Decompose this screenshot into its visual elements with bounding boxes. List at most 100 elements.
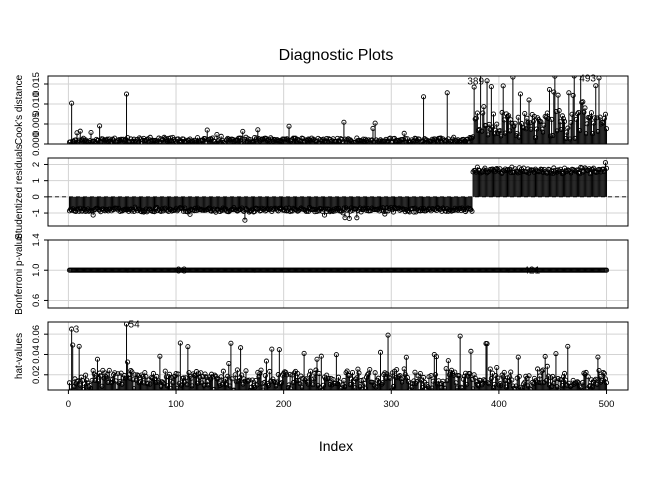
data-point xyxy=(360,377,366,383)
panel-4: 3 54 0.02 0.040.06 hat-values xyxy=(14,320,629,391)
data-point xyxy=(535,366,541,372)
data-point xyxy=(332,380,338,387)
data-point xyxy=(76,137,82,143)
data-point xyxy=(84,377,90,383)
data-point xyxy=(565,343,571,349)
data-point xyxy=(484,341,490,347)
y-tick-label: 0.04 xyxy=(31,345,42,364)
data-point xyxy=(512,120,518,126)
data-point xyxy=(154,373,160,379)
data-point xyxy=(471,372,477,378)
data-point xyxy=(542,353,548,360)
data-point xyxy=(312,138,318,144)
data-point xyxy=(456,373,462,379)
data-point xyxy=(377,349,384,355)
data-point xyxy=(556,388,562,390)
data-point xyxy=(390,209,396,215)
data-point xyxy=(556,108,562,114)
data-point xyxy=(247,387,253,390)
x-axis-label: Index xyxy=(319,438,353,454)
data-point xyxy=(70,342,76,348)
data-point xyxy=(597,373,603,379)
data-point xyxy=(210,135,216,141)
data-point xyxy=(461,373,468,379)
data-point xyxy=(77,128,83,134)
data-point xyxy=(324,135,330,142)
data-point xyxy=(239,372,245,378)
data-point xyxy=(560,116,567,122)
data-point xyxy=(592,115,598,121)
data-point xyxy=(220,368,226,374)
data-point xyxy=(187,211,193,217)
data-point xyxy=(90,212,96,218)
data-point xyxy=(303,376,309,382)
data-point xyxy=(151,209,158,215)
data-point xyxy=(403,354,409,360)
data-point xyxy=(433,354,440,360)
y-tick-label: 0.02 xyxy=(31,366,42,385)
data-point xyxy=(494,365,500,371)
data-point xyxy=(499,109,505,116)
data-point xyxy=(234,367,240,373)
data-point xyxy=(561,370,568,377)
data-point xyxy=(596,367,602,374)
data-point xyxy=(83,372,89,378)
data-point xyxy=(447,207,454,213)
data-point xyxy=(393,374,399,380)
data-point xyxy=(592,377,598,383)
data-point xyxy=(258,367,264,373)
data-point xyxy=(602,111,608,117)
data-point xyxy=(570,92,576,99)
data-point xyxy=(382,211,388,217)
data-point xyxy=(212,372,218,378)
data-point xyxy=(346,373,352,379)
data-point xyxy=(157,353,163,359)
data-point xyxy=(195,135,201,141)
data-point xyxy=(581,109,587,115)
data-point xyxy=(559,113,565,119)
data-point xyxy=(202,371,208,377)
data-point xyxy=(270,376,276,382)
x-tick-label: 0 xyxy=(66,399,71,410)
data-point xyxy=(287,209,293,215)
data-point xyxy=(249,377,255,383)
data-point xyxy=(246,377,252,383)
x-axis: 0 100 200 300 400 500 xyxy=(66,390,614,410)
data-point xyxy=(506,113,512,119)
data-point xyxy=(204,127,210,133)
data-point xyxy=(337,379,343,385)
data-point xyxy=(504,114,511,120)
data-point xyxy=(471,84,477,90)
data-point xyxy=(314,356,320,362)
data-point xyxy=(473,115,479,121)
point-label-98: 98 xyxy=(176,266,188,277)
data-point xyxy=(367,366,373,373)
panel-2-data xyxy=(66,160,610,223)
data-point xyxy=(220,139,226,144)
panel-1-data xyxy=(66,76,610,144)
y-tick-label: 0.015 xyxy=(31,72,42,96)
data-point xyxy=(526,97,532,103)
y-axis-label: Bonferroni p-value xyxy=(14,233,25,315)
data-point xyxy=(97,123,103,129)
data-point xyxy=(177,340,183,346)
data-point xyxy=(417,370,423,377)
data-point xyxy=(582,105,588,111)
data-point xyxy=(484,78,490,84)
data-point xyxy=(229,376,235,382)
data-point xyxy=(323,206,329,212)
data-point xyxy=(552,376,558,382)
data-point xyxy=(243,368,249,374)
data-point xyxy=(566,90,572,96)
point-label-54: 54 xyxy=(129,320,141,331)
data-point xyxy=(603,126,610,132)
data-point xyxy=(347,137,353,143)
data-point xyxy=(88,129,94,136)
data-point xyxy=(123,322,130,327)
data-point xyxy=(511,123,517,129)
data-point xyxy=(588,110,595,116)
data-point xyxy=(517,91,523,97)
data-point xyxy=(125,359,131,365)
data-point xyxy=(203,374,209,380)
data-point xyxy=(165,374,172,380)
